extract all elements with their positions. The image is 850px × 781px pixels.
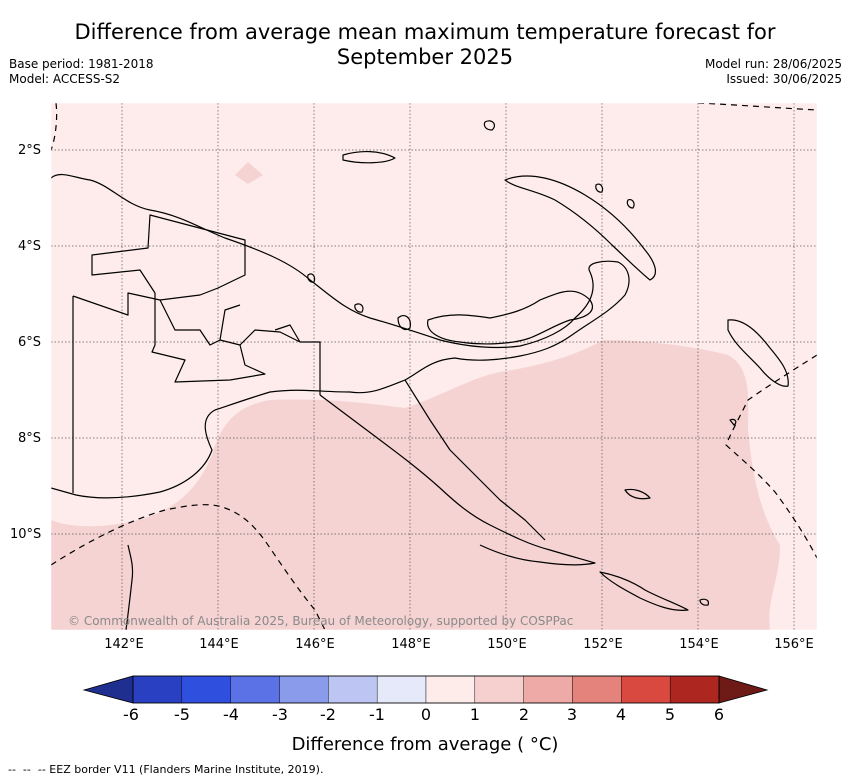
colorbar-class: [425, 675, 476, 704]
cb-tick: 6: [713, 705, 725, 724]
base-period: Base period: 1981-2018: [9, 57, 154, 71]
title-line-1: Difference from average mean maximum tem…: [74, 20, 776, 44]
cb-tick: 2: [518, 705, 530, 724]
lon-label-148e: 148°E: [391, 637, 431, 652]
colorbar-class: [621, 675, 671, 704]
map-area: [51, 103, 817, 630]
cb-tick: 4: [615, 705, 627, 724]
lon-label-144e: 144°E: [199, 637, 239, 652]
meta-left: Base period: 1981-2018 Model: ACCESS-S2: [9, 57, 154, 87]
colorbar-class: [132, 675, 183, 704]
lon-label-152e: 152°E: [583, 637, 623, 652]
eez-borders: [51, 103, 817, 630]
eez-legend-footer: -- -- -- EEZ border V11 (Flanders Marine…: [8, 763, 324, 776]
cb-tick: -4: [223, 705, 239, 724]
cb-tick: -1: [369, 705, 385, 724]
lon-label-146e: 146°E: [295, 637, 335, 652]
model-run: Model run: 28/06/2025: [704, 57, 842, 71]
colorbar-label: Difference from average ( °C): [291, 734, 559, 755]
anomaly-patch: [235, 162, 263, 184]
lon-label-150e: 150°E: [487, 637, 527, 652]
issued-date: Issued: 30/06/2025: [726, 72, 842, 86]
colorbar-class: [523, 675, 573, 704]
cb-tick: -5: [174, 705, 190, 724]
colorbar-class: [328, 675, 378, 704]
colorbar-class: [376, 675, 427, 704]
anomaly-region-1-to-2: [51, 340, 780, 630]
lat-label-2s: 2°S: [18, 143, 42, 158]
colorbar: [82, 675, 769, 704]
lat-label-10s: 10°S: [10, 527, 42, 542]
colorbar-class: [279, 675, 329, 704]
colorbar-class: [474, 675, 524, 704]
lat-label-4s: 4°S: [18, 239, 42, 254]
cb-tick: 0: [420, 705, 432, 724]
meta-right: Model run: 28/06/2025 Issued: 30/06/2025: [705, 57, 842, 87]
colorbar-extend-low: [82, 675, 134, 704]
lon-label-154e: 154°E: [679, 637, 719, 652]
lon-label-156e: 156°E: [774, 637, 814, 652]
colorbar-class: [669, 675, 720, 704]
graticule: [51, 103, 817, 630]
map-title: Difference from average mean maximum tem…: [0, 20, 850, 70]
map-credit: © Commonwealth of Australia 2025, Bureau…: [68, 614, 574, 628]
colorbar-class: [572, 675, 622, 704]
cb-tick: 5: [664, 705, 676, 724]
cb-tick: -2: [320, 705, 336, 724]
cb-tick: -6: [123, 705, 139, 724]
lon-label-142e: 142°E: [104, 637, 144, 652]
map-frame: [50, 102, 818, 631]
colorbar-class: [181, 675, 231, 704]
cb-tick: -3: [272, 705, 288, 724]
colorbar-outline: [132, 675, 720, 704]
cb-tick: 1: [469, 705, 481, 724]
lat-label-8s: 8°S: [18, 431, 42, 446]
colorbar-extend-high: [718, 675, 769, 704]
cb-tick: 3: [566, 705, 578, 724]
coastlines: [51, 120, 789, 630]
lat-label-6s: 6°S: [18, 335, 42, 350]
model-name: Model: ACCESS-S2: [9, 72, 121, 86]
colorbar-class: [230, 675, 280, 704]
title-line-2: September 2025: [336, 45, 514, 69]
